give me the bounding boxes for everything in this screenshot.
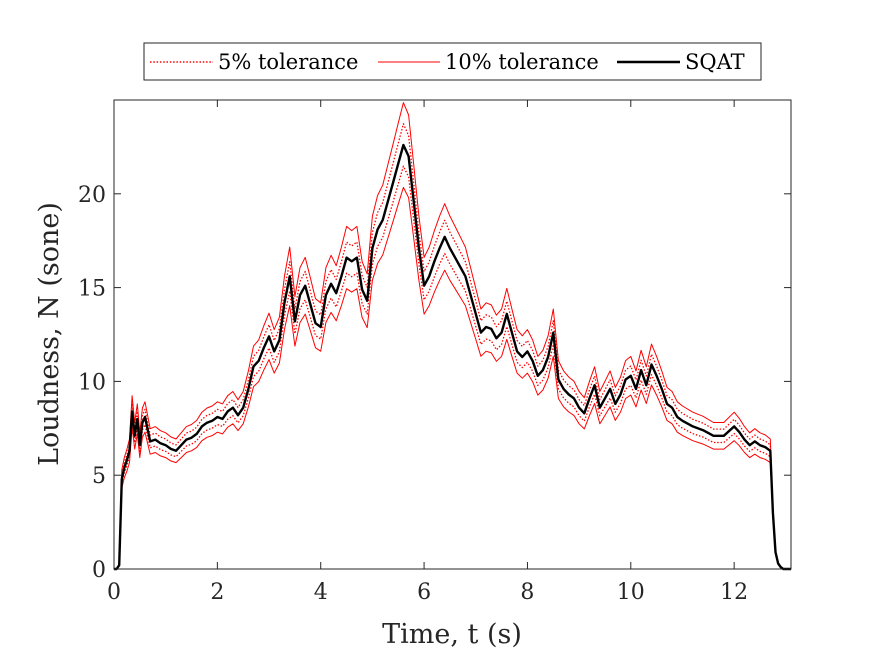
x-tick-label: 0: [107, 580, 121, 605]
plot-lines: [114, 102, 791, 571]
y-axis-title: Loudness, N (sone): [34, 202, 65, 466]
x-tick-label: 10: [617, 580, 645, 605]
x-tick-label: 6: [417, 580, 431, 605]
x-tick-label: 12: [720, 580, 748, 605]
axis-ticks: 0 2 4 6 8 10 12 0 5 10 15 20: [78, 100, 791, 605]
y-tick-label: 5: [92, 464, 106, 489]
series-10pct-lower-line: [114, 186, 791, 570]
x-tick-label: 4: [314, 580, 328, 605]
x-tick-label: 2: [210, 580, 224, 605]
legend: 5% tolerance 10% tolerance SQAT: [143, 42, 762, 81]
plot-area-border: [113, 99, 792, 570]
y-tick-label: 0: [92, 558, 106, 583]
series-5pct-upper-line: [114, 123, 791, 570]
y-tick-label: 20: [78, 183, 106, 208]
legend-label-sqat: SQAT: [685, 50, 745, 74]
x-tick-label: 8: [520, 580, 534, 605]
legend-label-10pct: 10% tolerance: [445, 50, 599, 74]
y-tick-label: 15: [78, 277, 106, 302]
series-10pct-upper-line: [114, 102, 791, 570]
series-5pct-lower-line: [114, 165, 791, 570]
series-sqat-line: [114, 143, 791, 571]
legend-label-5pct: 5% tolerance: [218, 50, 359, 74]
y-tick-label: 10: [78, 370, 106, 395]
x-axis-title: Time, t (s): [382, 619, 522, 650]
